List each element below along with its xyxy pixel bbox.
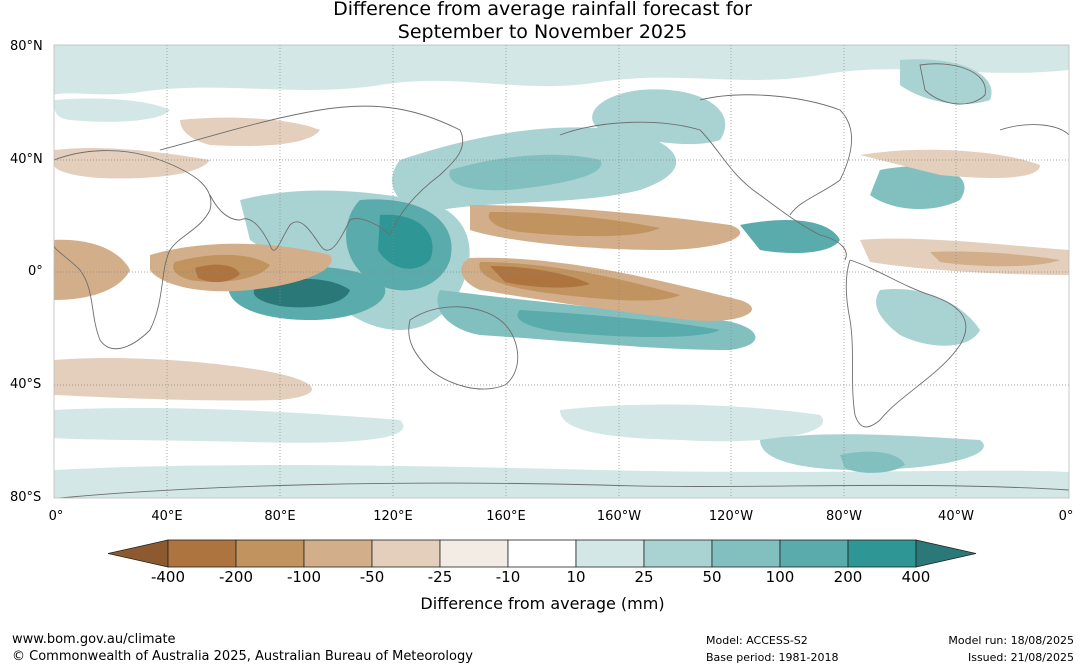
footer-issued: Issued: 21/08/2025 <box>967 651 1074 664</box>
colorbar-tick-label: -25 <box>427 568 453 586</box>
colorbar-swatch <box>371 539 441 568</box>
colorbar-tick-label: -10 <box>495 568 521 586</box>
lat-label-40n: 40°N <box>10 152 43 167</box>
colorbar-swatch <box>167 539 237 568</box>
lon-label-160w: 160°W <box>596 509 642 524</box>
colorbar-swatch <box>235 539 305 568</box>
footer-left: www.bom.gov.au/climate © Commonwealth of… <box>12 631 473 665</box>
lat-label-0: 0° <box>28 264 43 279</box>
lat-label-80s: 80°S <box>10 490 42 505</box>
colorbar-arrow-high <box>915 539 977 568</box>
colorbar-swatch <box>779 539 849 568</box>
colorbar-tick-label: -200 <box>218 568 254 586</box>
footer-url[interactable]: www.bom.gov.au/climate <box>12 632 176 647</box>
colorbar-swatch <box>711 539 781 568</box>
colorbar-tick-label: 400 <box>901 568 931 586</box>
colorbar-title: Difference from average (mm) <box>420 594 665 613</box>
colorbar-swatch <box>847 539 917 568</box>
colorbar-swatch <box>303 539 373 568</box>
coastlines <box>54 63 1069 498</box>
footer-model-info: Model: ACCESS-S2 Base period: 1981-2018 <box>706 632 838 666</box>
colorbar-tick-label: -400 <box>150 568 186 586</box>
colorbar-arrow-low <box>107 539 169 568</box>
lon-label-80e: 80°E <box>264 509 296 524</box>
footer-dates: Model run: 18/08/2025 Issued: 21/08/2025 <box>948 632 1074 666</box>
footer-base-period: Base period: 1981-2018 <box>706 651 839 664</box>
colorbar-swatch <box>439 539 509 568</box>
lon-label-120w: 120°W <box>708 509 754 524</box>
colorbar-swatch <box>507 539 577 568</box>
colorbar-tick-label: -100 <box>286 568 322 586</box>
lon-label-0: 0° <box>48 509 64 524</box>
lon-label-0-east: 0° <box>1058 509 1074 524</box>
colorbar-tick-label: 200 <box>833 568 863 586</box>
lat-label-40s: 40°S <box>10 377 42 392</box>
footer-model: Model: ACCESS-S2 <box>706 634 808 647</box>
map-frame <box>53 44 1070 499</box>
colorbar-tick-label: 10 <box>566 568 586 586</box>
title-line-1: Difference from average rainfall forecas… <box>333 0 752 20</box>
lon-label-160e: 160°E <box>486 509 526 524</box>
lon-label-80w: 80°W <box>826 509 862 524</box>
colorbar-swatch <box>643 539 713 568</box>
rainfall-anomaly-fields <box>54 45 1069 498</box>
footer-model-run: Model run: 18/08/2025 <box>948 634 1074 647</box>
title-line-2: September to November 2025 <box>397 21 688 43</box>
lon-label-120e: 120°E <box>373 509 413 524</box>
colorbar-tick-label: 50 <box>702 568 722 586</box>
colorbar-tick-label: -50 <box>359 568 385 586</box>
lon-label-40w: 40°W <box>938 509 974 524</box>
footer-copyright: © Commonwealth of Australia 2025, Austra… <box>12 649 473 664</box>
colorbar-tick-label: 100 <box>765 568 795 586</box>
colorbar-tick-label: 25 <box>634 568 654 586</box>
lat-label-80n: 80°N <box>10 39 43 54</box>
colorbar-swatch <box>575 539 645 568</box>
chart-title: Difference from average rainfall forecas… <box>0 0 1085 44</box>
lon-label-40e: 40°E <box>151 509 183 524</box>
graticule <box>54 45 1069 498</box>
